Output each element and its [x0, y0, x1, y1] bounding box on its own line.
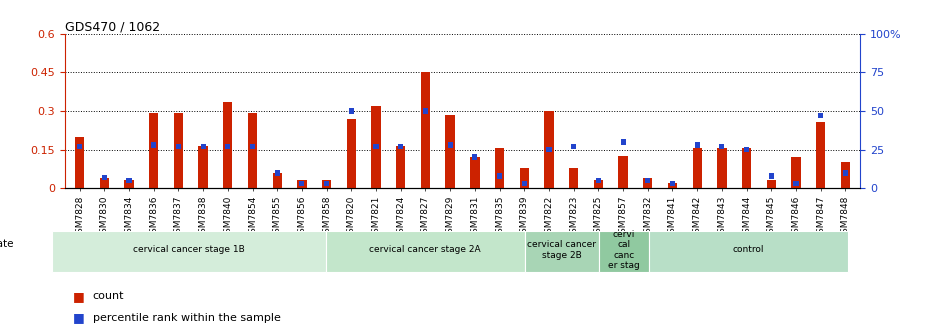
FancyBboxPatch shape: [53, 232, 326, 271]
Bar: [717, 148, 727, 188]
Bar: [201, 143, 205, 149]
Bar: [818, 113, 823, 118]
Text: cervi
cal
canc
er stag: cervi cal canc er stag: [609, 230, 640, 270]
Bar: [695, 142, 700, 148]
Bar: [77, 143, 82, 149]
Bar: [250, 143, 255, 149]
Bar: [248, 114, 257, 188]
Bar: [100, 178, 109, 188]
Bar: [174, 114, 183, 188]
Bar: [322, 180, 331, 188]
Bar: [569, 168, 578, 188]
FancyBboxPatch shape: [326, 232, 524, 271]
Bar: [448, 142, 452, 148]
Bar: [744, 147, 749, 152]
Text: cervical cancer stage 1B: cervical cancer stage 1B: [133, 246, 245, 254]
Bar: [421, 72, 430, 188]
Bar: [149, 114, 158, 188]
Bar: [594, 180, 603, 188]
FancyBboxPatch shape: [599, 232, 649, 271]
Bar: [225, 143, 230, 149]
Bar: [423, 108, 428, 114]
Bar: [273, 173, 282, 188]
Bar: [522, 181, 527, 186]
Bar: [470, 157, 479, 188]
Text: cervical cancer stage 2A: cervical cancer stage 2A: [369, 246, 481, 254]
Bar: [275, 170, 279, 175]
Text: control: control: [733, 246, 764, 254]
Bar: [520, 168, 529, 188]
Bar: [349, 108, 354, 114]
Text: disease state: disease state: [0, 239, 13, 249]
Bar: [668, 183, 677, 188]
Bar: [324, 181, 329, 186]
Bar: [300, 181, 304, 186]
Bar: [102, 174, 107, 180]
FancyBboxPatch shape: [649, 232, 848, 271]
Bar: [497, 173, 502, 179]
Bar: [297, 180, 306, 188]
Bar: [619, 156, 628, 188]
Bar: [75, 137, 84, 188]
Bar: [544, 111, 554, 188]
Bar: [127, 178, 131, 183]
Bar: [841, 162, 850, 188]
Bar: [816, 122, 825, 188]
Bar: [769, 173, 774, 179]
Bar: [621, 139, 625, 144]
Bar: [571, 143, 576, 149]
Bar: [791, 157, 801, 188]
Bar: [547, 147, 551, 152]
Bar: [693, 148, 702, 188]
Text: ■: ■: [73, 290, 84, 303]
FancyBboxPatch shape: [524, 232, 599, 271]
Bar: [495, 148, 504, 188]
Bar: [151, 142, 156, 148]
Bar: [347, 119, 356, 188]
Bar: [374, 143, 378, 149]
Bar: [396, 146, 405, 188]
Text: count: count: [92, 291, 124, 301]
Bar: [398, 143, 403, 149]
Bar: [124, 180, 134, 188]
Text: GDS470 / 1062: GDS470 / 1062: [65, 20, 160, 34]
Bar: [446, 115, 455, 188]
Bar: [843, 170, 848, 175]
Bar: [223, 102, 232, 188]
Bar: [198, 146, 208, 188]
Bar: [371, 106, 381, 188]
Bar: [767, 180, 776, 188]
Text: percentile rank within the sample: percentile rank within the sample: [92, 313, 280, 323]
Bar: [646, 178, 650, 183]
Bar: [473, 155, 477, 160]
Text: cervical cancer
stage 2B: cervical cancer stage 2B: [527, 240, 597, 260]
Bar: [670, 181, 675, 186]
Bar: [720, 143, 724, 149]
Text: ■: ■: [73, 311, 84, 325]
Bar: [742, 148, 751, 188]
Bar: [794, 181, 798, 186]
Bar: [596, 178, 601, 183]
Bar: [643, 178, 652, 188]
Bar: [176, 143, 181, 149]
